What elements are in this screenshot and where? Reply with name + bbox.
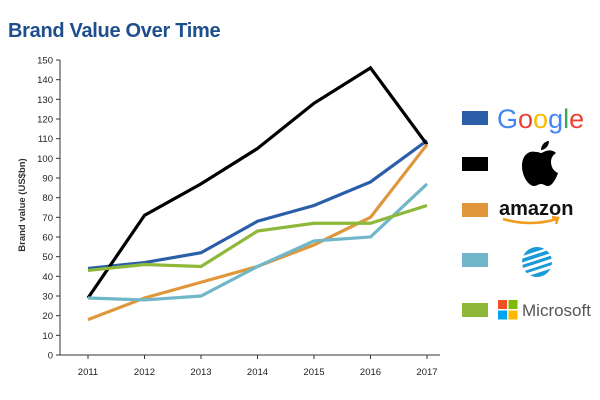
y-tick-label: 140 [37, 75, 53, 86]
legend-swatch-google [462, 111, 488, 125]
microsoft-logo-green [508, 300, 518, 309]
series-line-apple [86, 65, 429, 299]
axes [59, 60, 440, 356]
x-tick-label: 2012 [134, 367, 155, 378]
x-tick-labels: 2011 2012 2013 2014 2015 2016 2017 [78, 355, 438, 378]
series-line-microsoft [87, 204, 428, 273]
series-lines [86, 65, 429, 322]
legend-logo-amazon: amazon [499, 198, 573, 225]
y-tick-label: 0 [48, 351, 53, 362]
y-tick-label: 130 [37, 95, 53, 106]
legend-logo-apple [522, 141, 558, 186]
microsoft-logo-red [498, 300, 507, 309]
apple-icon [522, 150, 558, 186]
y-tick-label: 10 [42, 331, 53, 342]
x-tick-label: 2017 [416, 367, 437, 378]
y-axis-label: Brand value (US$bn) [17, 158, 28, 251]
y-tick-label: 150 [37, 56, 53, 67]
x-tick-label: 2016 [360, 367, 381, 378]
series-line-att [87, 182, 429, 302]
series-line-google [87, 139, 428, 271]
legend-swatch-amazon [462, 203, 488, 217]
legend-logo-att: AT&T [518, 247, 556, 278]
y-tick-label: 110 [38, 134, 53, 145]
legend-label-google: Google [497, 104, 584, 134]
y-tick-label: 60 [42, 233, 53, 244]
amazon-arrow-icon [551, 215, 560, 225]
x-tick-label: 2015 [303, 367, 324, 378]
x-tick-label: 2014 [247, 367, 268, 378]
y-tick-label: 120 [37, 115, 53, 126]
chart-title: Brand Value Over Time [8, 20, 221, 42]
y-tick-label: 90 [42, 174, 53, 185]
y-tick-label: 50 [42, 252, 53, 263]
y-tick-label: 40 [42, 272, 53, 283]
legend: Google amazon AT&T Microsoft [462, 104, 591, 320]
amazon-smile-icon [502, 217, 558, 225]
y-tick-label: 100 [37, 154, 53, 165]
legend-logo-google: Google [497, 104, 584, 134]
legend-swatch-att [462, 253, 488, 267]
y-tick-label: 70 [42, 213, 53, 224]
legend-label-amazon: amazon [499, 198, 573, 220]
y-tick-label: 20 [42, 311, 53, 322]
x-tick-label: 2013 [190, 367, 211, 378]
y-tick-label: 30 [42, 292, 53, 303]
legend-label-microsoft: Microsoft [522, 301, 591, 320]
legend-swatch-microsoft [462, 303, 488, 317]
y-tick-label: 80 [42, 193, 53, 204]
legend-logo-microsoft: Microsoft [498, 300, 591, 320]
apple-leaf-icon [541, 141, 549, 150]
y-tick-labels: 0 10 20 30 40 50 60 70 80 90 100 110 120 130 140 150 [37, 56, 60, 362]
microsoft-logo-blue [498, 310, 507, 320]
legend-swatch-apple [462, 157, 488, 171]
x-tick-label: 2011 [78, 367, 98, 378]
microsoft-logo-yellow [508, 310, 518, 320]
